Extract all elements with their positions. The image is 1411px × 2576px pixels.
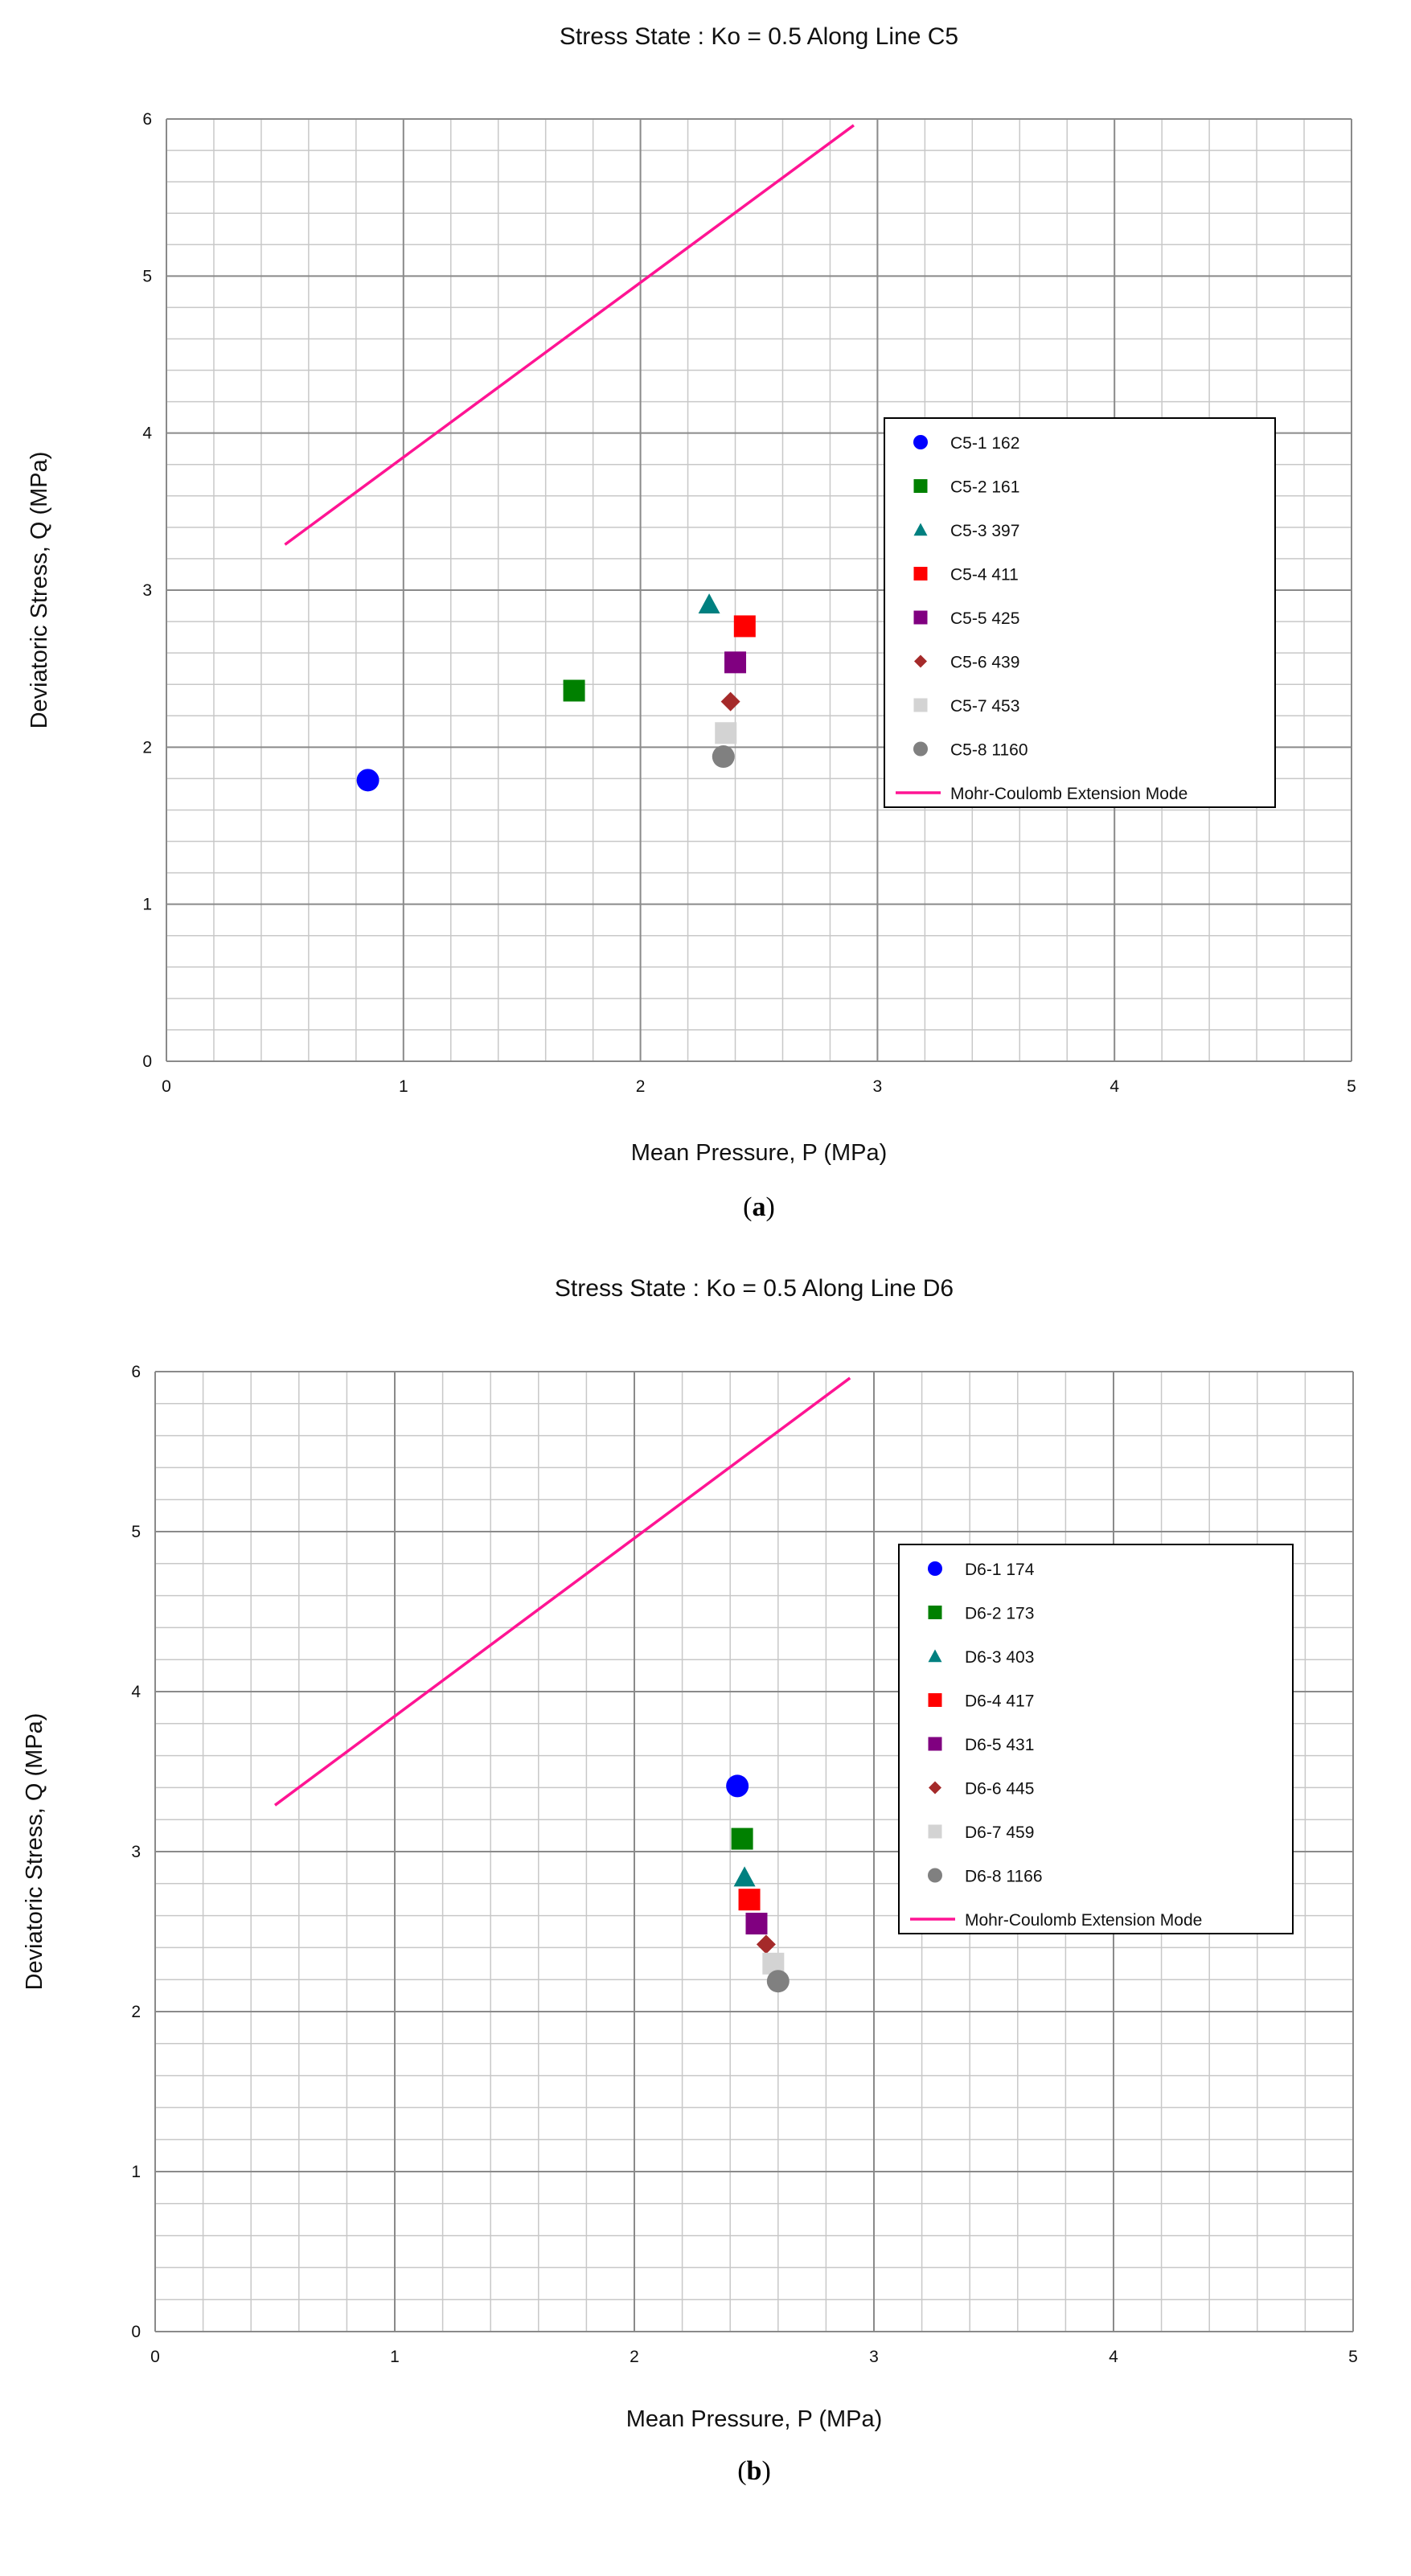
legend-marker xyxy=(913,523,928,536)
data-point-d6-2 xyxy=(731,1827,753,1850)
legend-label: C5-7 453 xyxy=(950,697,1019,716)
y-axis-label: Deviatoric Stress, Q (MPa) xyxy=(22,1713,47,1991)
data-point-c5-5 xyxy=(724,651,747,674)
legend-label: C5-2 161 xyxy=(950,478,1019,497)
x-tick-label: 2 xyxy=(630,2348,639,2366)
legend-marker xyxy=(928,1606,942,1619)
legend-marker xyxy=(913,479,928,493)
x-tick-label: 0 xyxy=(162,1077,171,1096)
legend-label: D6-8 1166 xyxy=(965,1868,1043,1886)
legend-label: D6-5 431 xyxy=(965,1736,1034,1754)
data-point-d6-6 xyxy=(756,1934,776,1955)
figure-caption: (a) xyxy=(743,1192,775,1222)
legend-marker xyxy=(914,654,927,668)
y-tick-label: 3 xyxy=(131,1843,141,1861)
legend-label: C5-4 411 xyxy=(950,566,1019,585)
y-tick-label: 5 xyxy=(142,267,152,285)
x-tick-label: 1 xyxy=(399,1077,408,1096)
legend-box xyxy=(884,417,1276,808)
legend-marker xyxy=(928,1693,942,1707)
y-tick-label: 4 xyxy=(142,425,152,443)
x-axis-label: Mean Pressure, P (MPa) xyxy=(626,2406,883,2432)
legend-label-mohr-coulomb: Mohr-Coulomb Extension Mode xyxy=(950,785,1187,803)
caption-letter: a xyxy=(753,1192,766,1222)
mohr-coulomb-line xyxy=(284,124,855,546)
legend-label: D6-2 173 xyxy=(965,1605,1034,1623)
data-points xyxy=(726,1774,790,1993)
data-point-c5-7 xyxy=(715,722,737,744)
legend-label: C5-3 397 xyxy=(950,522,1019,540)
data-point-c5-3 xyxy=(698,593,720,614)
y-axis-label: Deviatoric Stress, Q (MPa) xyxy=(27,452,52,729)
chart-a: Stress State : Ko = 0.5 Along Line C5 0 1 2… xyxy=(27,23,1356,1222)
data-point-c5-8 xyxy=(712,745,735,769)
legend-marker xyxy=(913,610,928,625)
y-tick-label: 0 xyxy=(131,2323,141,2341)
data-points xyxy=(356,593,756,792)
legend-label: C5-5 425 xyxy=(950,609,1019,628)
legend-label-mohr-coulomb: Mohr-Coulomb Extension Mode xyxy=(965,1911,1202,1930)
x-tick-label: 5 xyxy=(1348,2348,1358,2366)
legend-marker xyxy=(913,435,928,449)
data-point-c5-1 xyxy=(356,769,379,792)
legend-marker xyxy=(913,567,928,580)
legend: C5-1 162 C5-2 161 C5-3 397 C5-4 411 C5-5 425… xyxy=(884,417,1276,808)
legend-marker xyxy=(929,1781,941,1795)
chart-title: Stress State : Ko = 0.5 Along Line D6 xyxy=(555,1275,954,1302)
legend-label: D6-3 403 xyxy=(965,1648,1034,1667)
data-point-d6-1 xyxy=(726,1774,749,1798)
legend-label: C5-8 1160 xyxy=(950,741,1028,760)
x-axis-label: Mean Pressure, P (MPa) xyxy=(631,1140,888,1166)
x-tick-label: 0 xyxy=(150,2348,160,2366)
caption-letter: b xyxy=(747,2456,762,2486)
legend-marker xyxy=(928,1737,942,1751)
x-tick-label: 3 xyxy=(873,1077,883,1096)
data-point-c5-4 xyxy=(733,615,756,638)
x-tick-label: 4 xyxy=(1109,2348,1118,2366)
y-tick-label: 2 xyxy=(131,2003,141,2021)
data-point-d6-5 xyxy=(745,1913,768,1935)
y-tick-label: 1 xyxy=(131,2163,141,2181)
legend-marker xyxy=(913,741,928,757)
legend-label: C5-1 162 xyxy=(950,434,1019,453)
legend-label: D6-7 459 xyxy=(965,1823,1034,1842)
figure-caption: (b) xyxy=(737,2456,771,2486)
legend-label: D6-6 445 xyxy=(965,1780,1034,1799)
x-tick-label: 4 xyxy=(1110,1077,1119,1096)
x-tick-label: 5 xyxy=(1347,1077,1356,1096)
x-tick-label: 1 xyxy=(390,2348,400,2366)
y-tick-label: 2 xyxy=(142,738,152,757)
y-tick-label: 1 xyxy=(142,896,152,914)
data-point-d6-8 xyxy=(766,1970,790,1993)
y-tick-label: 3 xyxy=(142,581,152,600)
chart-title: Stress State : Ko = 0.5 Along Line C5 xyxy=(560,23,958,50)
mohr-coulomb-line xyxy=(273,1376,851,1807)
legend: D6-1 174 D6-2 173 D6-3 403 D6-4 417 D6-5 431… xyxy=(898,1544,1294,1934)
y-tick-label: 0 xyxy=(142,1052,152,1071)
data-point-d6-3 xyxy=(733,1866,756,1887)
y-tick-label: 4 xyxy=(131,1683,141,1701)
legend-box xyxy=(898,1544,1294,1934)
legend-marker xyxy=(928,1868,942,1883)
legend-label: D6-1 174 xyxy=(965,1561,1035,1579)
y-tick-label: 6 xyxy=(131,1363,141,1381)
data-point-c5-6 xyxy=(720,691,740,712)
legend-label: C5-6 439 xyxy=(950,654,1019,672)
legend-marker xyxy=(928,1561,942,1576)
legend-marker xyxy=(913,698,928,712)
legend-marker xyxy=(928,1824,942,1839)
legend-marker xyxy=(928,1649,942,1663)
data-point-c5-2 xyxy=(563,679,585,702)
major-grid xyxy=(166,118,1352,1062)
x-tick-label: 3 xyxy=(869,2348,879,2366)
chart-b: Stress State : Ko = 0.5 Along Line D6 0 1 2… xyxy=(22,1275,1358,2486)
x-tick-label: 2 xyxy=(636,1077,646,1096)
y-tick-label: 6 xyxy=(142,110,152,129)
data-point-d6-4 xyxy=(738,1889,761,1911)
legend-label: D6-4 417 xyxy=(965,1692,1034,1711)
y-tick-label: 5 xyxy=(131,1523,141,1541)
